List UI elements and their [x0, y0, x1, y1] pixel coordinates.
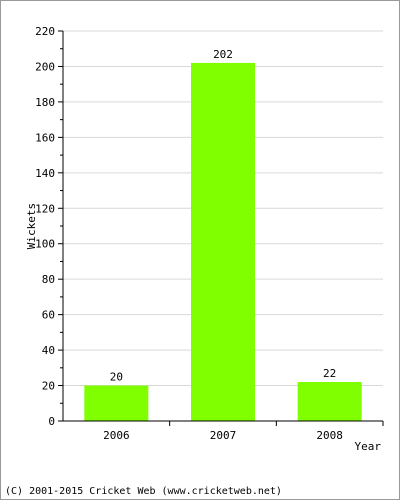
y-tick-label: 0 — [48, 415, 55, 428]
labels: 0 20 40 60 80 100 120 140 160 180 200 220 20 2006 202 2… — [25, 25, 381, 453]
bar-chart: 0 20 40 60 80 100 120 140 160 180 200 220 20 2006 202 2… — [25, 25, 384, 453]
bar-2007 — [191, 62, 255, 422]
bars — [84, 62, 362, 422]
y-tick-label: 20 — [42, 380, 55, 393]
y-tick-label: 120 — [35, 202, 55, 215]
y-tick-label: 100 — [35, 238, 55, 251]
y-tick-label: 40 — [42, 344, 55, 357]
y-tick-label: 160 — [35, 131, 55, 144]
y-tick-label: 80 — [42, 273, 55, 286]
bar-2006 — [84, 385, 149, 421]
y-tick-label: 220 — [35, 25, 55, 38]
bar-value-label: 22 — [323, 367, 336, 380]
x-tick-label: 2006 — [103, 429, 130, 442]
y-tick-label: 180 — [35, 96, 55, 109]
x-axis-title: Year — [355, 440, 382, 453]
y-tick-label: 200 — [35, 60, 55, 73]
y-tick-label: 60 — [42, 309, 55, 322]
y-axis-title: Wickets — [25, 203, 38, 249]
bar-value-label: 202 — [213, 48, 233, 61]
bar-2008 — [297, 382, 362, 421]
y-tick-label: 140 — [35, 167, 55, 180]
axes — [58, 30, 384, 426]
x-tick-label: 2008 — [316, 429, 343, 442]
x-tick-label: 2007 — [210, 429, 237, 442]
bar-value-label: 20 — [110, 371, 123, 384]
copyright-footer: (C) 2001-2015 Cricket Web (www.cricketwe… — [5, 486, 282, 497]
